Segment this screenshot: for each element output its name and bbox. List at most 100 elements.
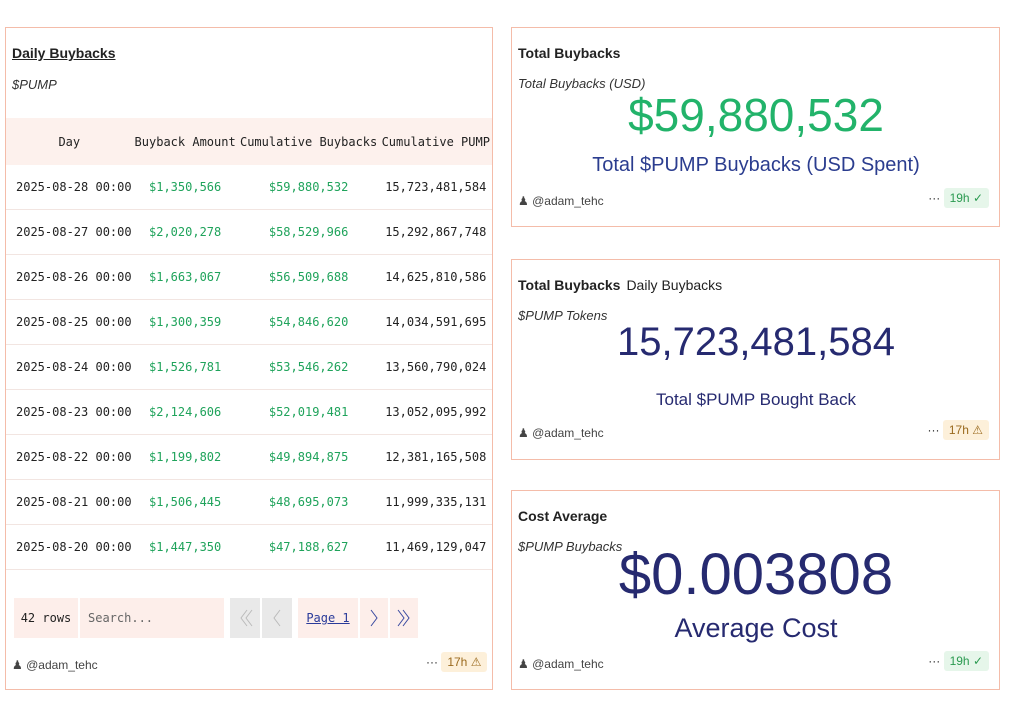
counter-value: 15,723,481,584 bbox=[616, 320, 896, 364]
counter-header: Cost Average bbox=[518, 508, 607, 526]
table-cell: $1,350,566 bbox=[132, 165, 238, 210]
table-cell: $53,546,262 bbox=[237, 344, 380, 390]
table-cell: 2025-08-21 00:00 bbox=[6, 479, 133, 525]
author: ♟ @adam_tehc bbox=[518, 657, 604, 671]
table-cell: 11,999,335,131 bbox=[379, 479, 492, 525]
table-cell: 14,625,810,586 bbox=[379, 254, 492, 300]
table-cell: $47,188,627 bbox=[237, 524, 380, 570]
table-cell: 2025-08-23 00:00 bbox=[6, 389, 133, 435]
prev-page[interactable] bbox=[262, 598, 292, 638]
table-cell: $1,199,802 bbox=[132, 434, 238, 480]
column-header: Cumulative PUMP bbox=[379, 118, 492, 165]
table-cell: 15,292,867,748 bbox=[379, 209, 492, 255]
counter-subtitle: Total Buybacks (USD) bbox=[518, 76, 646, 91]
counter-title: Total Buybacks bbox=[518, 277, 621, 293]
table-cell: $52,019,481 bbox=[237, 389, 380, 435]
table-cell: 2025-08-25 00:00 bbox=[6, 299, 133, 345]
table-cell: 2025-08-22 00:00 bbox=[6, 434, 133, 480]
table-cell: $2,020,278 bbox=[132, 209, 238, 255]
table-cell: $59,880,532 bbox=[237, 165, 380, 210]
table-row: 2025-08-27 00:00 $2,020,278 $58,529,966 15,… bbox=[6, 209, 492, 255]
table-row: 2025-08-20 00:00 $1,447,350 $47,188,627 11,… bbox=[6, 524, 492, 570]
age-badge: 17h ⚠ bbox=[441, 652, 488, 672]
table-row: 2025-08-21 00:00 $1,506,445 $48,695,073 11,… bbox=[6, 479, 492, 525]
table-cell: 12,381,165,508 bbox=[379, 434, 492, 480]
table-cell: $45,741,277 bbox=[237, 569, 380, 581]
column-header: Buyback Amount bbox=[132, 118, 238, 165]
header-row: Day Buyback Amount Cumulative Buybacks Cumu… bbox=[6, 118, 492, 165]
author: ♟ @adam_tehc bbox=[12, 658, 98, 672]
table-cell: $49,894,875 bbox=[237, 434, 380, 480]
counter-tab: Daily Buybacks bbox=[626, 277, 723, 293]
first-page[interactable] bbox=[230, 598, 260, 638]
counter-header: Total Buybacks Daily Buybacks bbox=[518, 277, 722, 295]
last-page[interactable] bbox=[390, 598, 418, 638]
counter-value: $0.003808 bbox=[618, 542, 894, 607]
table-cell: 2025-08-19 00:00 bbox=[6, 569, 133, 581]
table-cell: 14,034,591,695 bbox=[379, 299, 492, 345]
counter-subtitle: $PUMP Buybacks bbox=[518, 539, 623, 554]
table-cell: $54,846,620 bbox=[237, 299, 380, 345]
age: 17h bbox=[948, 423, 969, 437]
search-box[interactable]: Search... bbox=[80, 598, 224, 638]
table-row: 2025-08-24 00:00 $1,526,781 $53,546,262 13,… bbox=[6, 344, 492, 390]
age-badge: 17h ⚠ bbox=[942, 420, 989, 440]
table-cell: $1,300,359 bbox=[132, 299, 238, 345]
counter-panel: Cost Average $PUMP Buybacks $0.003808 Avera… bbox=[511, 490, 1000, 690]
table-cell: $2,124,606 bbox=[132, 389, 238, 435]
column-header: Day bbox=[6, 118, 133, 165]
table-cell: $1,506,445 bbox=[132, 479, 238, 525]
table-row: 2025-08-28 00:00 $1,350,566 $59,880,532 15,… bbox=[6, 165, 492, 210]
table-row: 2025-08-19 00:00$1,765,942$45,741,27711,… bbox=[6, 569, 492, 581]
table-panel: Daily Buybacks $PUMP Day Buyback Amount Cu… bbox=[5, 27, 493, 690]
footer-right: ··· 19h ✓ bbox=[928, 651, 989, 671]
column-header: Cumulative Buybacks bbox=[237, 118, 380, 165]
page-indicator[interactable]: Page 1 bbox=[298, 598, 358, 638]
counter-label: Total $PUMP Buybacks (USD Spent) bbox=[592, 154, 920, 176]
table-cell: 2025-08-27 00:00 bbox=[6, 209, 133, 255]
table-cell: 2025-08-20 00:00 bbox=[6, 524, 133, 570]
table-cell: $1,447,350 bbox=[132, 524, 238, 570]
age: 17h bbox=[447, 655, 468, 669]
age-badge: 19h ✓ bbox=[943, 651, 989, 671]
table-row: 2025-08-25 00:00 $1,300,359 $54,846,620 14,… bbox=[6, 299, 492, 345]
table-cell: $1,765,942 bbox=[132, 569, 238, 581]
table-cell: $56,509,688 bbox=[237, 254, 380, 300]
counter-title: Total Buybacks bbox=[518, 45, 621, 61]
counter-subtitle: $PUMP Tokens bbox=[518, 308, 608, 323]
row-count: 42 rows bbox=[14, 598, 78, 638]
table-cell: $58,529,966 bbox=[237, 209, 380, 255]
author-name: @adam_tehc bbox=[26, 658, 98, 672]
table-scroll: Day Buyback Amount Cumulative Buybacks Cumu… bbox=[6, 118, 492, 581]
table-cell: $1,526,781 bbox=[132, 344, 238, 390]
age-badge: 19h ✓ bbox=[943, 188, 989, 208]
table-row: 2025-08-22 00:00 $1,199,802 $49,894,875 12,… bbox=[6, 434, 492, 480]
counter-title: Cost Average bbox=[518, 508, 608, 524]
age: 19h bbox=[949, 191, 970, 205]
counter-label: Total $PUMP Bought Back bbox=[655, 390, 856, 409]
table-row: 2025-08-26 00:00 $1,663,067 $56,509,688 14,… bbox=[6, 254, 492, 300]
panel-subtitle: $PUMP bbox=[12, 77, 57, 92]
author-name: @adam_tehc bbox=[532, 426, 604, 440]
counter-panel: Total Buybacks Total Buybacks (USD) $59,88… bbox=[511, 27, 1000, 227]
table-cell: 13,052,095,992 bbox=[379, 389, 492, 435]
table-row: 2025-08-23 00:00 $2,124,606 $52,019,481 13,… bbox=[6, 389, 492, 435]
table-cell: 2025-08-24 00:00 bbox=[6, 344, 133, 390]
table-cell: 11,469,129,047 bbox=[379, 524, 492, 570]
table-cell: 2025-08-26 00:00 bbox=[6, 254, 133, 300]
author-name: @adam_tehc bbox=[532, 657, 604, 671]
age: 19h bbox=[949, 654, 970, 668]
counter-value: $59,880,532 bbox=[628, 89, 884, 141]
footer-right: ··· 17h ⚠ bbox=[928, 420, 989, 440]
counter-header: Total Buybacks bbox=[518, 45, 620, 63]
table-cell: 15,723,481,584 bbox=[379, 165, 492, 210]
table-cell: 13,560,790,024 bbox=[379, 344, 492, 390]
table: Day Buyback Amount Cumulative Buybacks Cumu… bbox=[6, 118, 492, 581]
author: ♟ @adam_tehc bbox=[518, 194, 604, 208]
footer-right: ··· 19h ✓ bbox=[928, 188, 989, 208]
footer-right: ··· 17h ⚠ bbox=[426, 652, 488, 672]
next-page[interactable] bbox=[360, 598, 388, 638]
panel-title: Daily Buybacks bbox=[12, 45, 116, 61]
counter-panel: Total Buybacks Daily Buybacks $PUMP Tokens… bbox=[511, 259, 1000, 460]
